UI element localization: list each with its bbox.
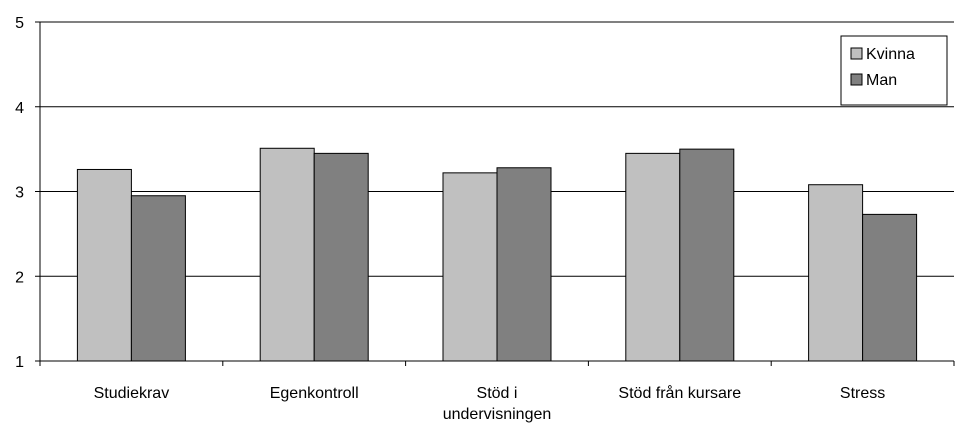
x-tick-label: undervisningen [443, 406, 552, 423]
legend-box [840, 35, 948, 106]
axes [35, 21, 955, 366]
bar-man-1 [313, 152, 369, 362]
y-tick-label: 5 [15, 15, 24, 32]
legend-swatch-kvinna [850, 47, 863, 60]
bars [76, 147, 918, 362]
x-tick-label: Stöd i [477, 385, 518, 402]
bar-man-3 [679, 148, 735, 362]
bar-kvinna-1 [259, 147, 315, 362]
bar-kvinna-3 [625, 152, 681, 362]
x-tick-labels: Studiekrav Egenkontroll Stöd i undervisning… [94, 384, 886, 423]
bar-kvinna-2 [442, 172, 498, 362]
y-tick-label: 2 [15, 269, 24, 286]
y-tick-label: 4 [15, 100, 24, 117]
legend: Kvinna Man [840, 35, 948, 106]
y-tick-label: 3 [15, 185, 24, 202]
x-tick-label: Egenkontroll [270, 385, 359, 402]
bar-man-0 [130, 195, 186, 362]
x-tick-label: Studiekrav [94, 385, 170, 402]
bar-man-2 [496, 167, 552, 362]
x-tick-label: Stöd från kursare [618, 384, 741, 402]
x-tick-label: Stress [840, 385, 885, 402]
bar-man-4 [862, 213, 918, 362]
bar-kvinna-0 [76, 168, 132, 362]
legend-label-man: Man [866, 72, 897, 89]
bar-kvinna-4 [808, 184, 864, 362]
y-tick-label: 1 [15, 354, 24, 371]
y-tick-labels: 1 2 3 4 5 [15, 15, 24, 371]
legend-swatch-man [850, 73, 863, 86]
legend-label-kvinna: Kvinna [866, 46, 915, 63]
